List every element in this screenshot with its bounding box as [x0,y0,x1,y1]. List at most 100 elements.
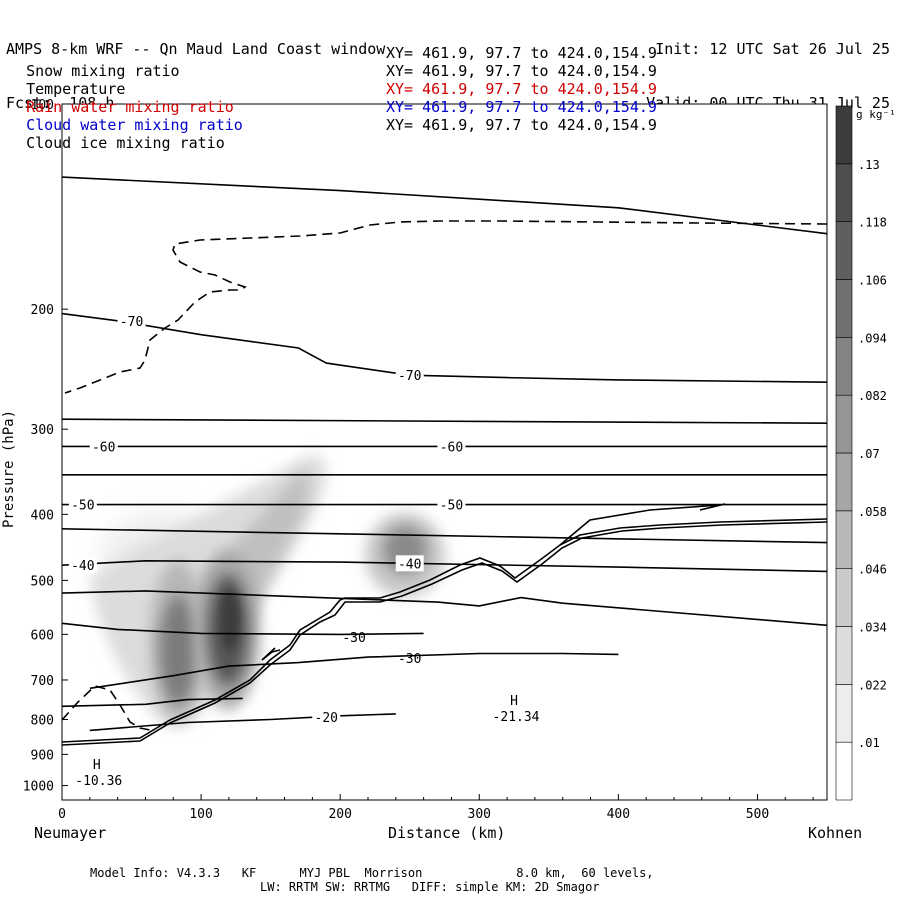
legend-field-name: Temperature [26,80,126,98]
legend-row-rain: Rain water mixing ratio XY= 461.9, 97.7 … [8,80,657,134]
legend-field-name: Snow mixing ratio [26,62,180,80]
contour-label-bg [395,367,424,384]
y-tick-label: 200 [31,303,54,318]
x-tick-label: 0 [58,807,66,822]
contour-label: -40 [398,557,421,572]
high-markers: H-10.36H-21.34 [75,694,539,789]
colorbar-tick-label: .01 [858,736,880,750]
y-axis-title: Pressure (hPa) [1,409,18,529]
terrain-line-1 [61,518,828,743]
header-left: AMPS 8-km WRF -- Qn Maud Land Coast wind… [6,4,385,130]
colorbar-bin [835,163,853,222]
x-tick-label: 200 [328,807,351,822]
colorbar-tick-label: .07 [858,447,880,461]
colorbar-tick-label: .118 [858,216,887,230]
legend-row-temperature: Temperature XY= 461.9, 97.7 to 424.0,154… [8,62,657,116]
y-tick-label: 700 [31,674,54,689]
colorbar-bin [835,510,853,569]
contour-label: -20 [315,711,338,726]
colorbar-bin [835,105,853,165]
contour-label: -30 [342,631,365,646]
colorbar-bin [835,452,853,512]
high-marker-letter: H [510,694,518,709]
legend-field-xy: XY= 461.9, 97.7 to 424.0,154.9 [386,80,657,98]
legend-field-xy: XY= 461.9, 97.7 to 424.0,154.9 [386,98,657,116]
legend-field-xy: XY= 461.9, 97.7 to 424.0,154.9 [386,62,657,80]
contour-label: -60 [440,440,463,455]
colorbar-bin [835,741,853,801]
temperature-contour [89,652,619,690]
snow-shading [90,455,445,728]
colorbar-tick-label: .082 [858,389,887,403]
temperature-contour [61,528,828,544]
colorbar-bin [835,626,853,685]
snow-core-right-peak [220,590,240,650]
colorbar: .01 .022 .034 .046 .058 .07 .082 .094 .106 .118 .1… [835,105,896,801]
colorbar-bin [835,279,853,338]
temperature-contour [61,559,828,573]
legend-field-name: Cloud ice mixing ratio [26,134,225,152]
contour-label-bg [117,312,146,329]
header-right: Init: 12 UTC Sat 26 Jul 25 Valid: 00 UTC… [646,4,890,130]
colorbar-bin [835,221,853,280]
contour-label: -70 [398,369,421,384]
contour-label: -70 [120,315,143,330]
legend-row-cloud-ice: Cloud ice mixing ratio XY= 461.9, 97.7 t… [8,116,657,170]
contour-label-bg [312,708,341,725]
contour-label: -40 [71,559,94,574]
contour-label-bg [437,496,466,513]
contour-label: -50 [440,499,463,514]
x-tick-label: 300 [468,807,491,822]
snow-core-left [160,595,196,705]
legend-row-snow: Snow mixing ratio XY= 461.9, 97.7 to 424… [8,44,657,98]
model-info-line2: LW: RRTM SW: RRTMG DIFF: simple KM: 2D S… [260,880,600,894]
contour-label: -50 [71,499,94,514]
axes: 100 200 300 400 500 600 700 800 900 1000 0 100 200 30… [23,98,814,822]
legend-row-cloud-water: Cloud water mixing ratio XY= 461.9, 97.7… [8,98,657,152]
temperature-contour [61,176,828,235]
temperature-contour [89,713,396,732]
colorbar-bin [835,337,853,396]
contour-label-bg [89,438,118,455]
high-marker-value: -21.34 [493,710,540,725]
colorbar-tick-label: .058 [858,505,887,519]
temperature-contour [61,590,828,627]
contour-label-bg [395,555,424,572]
legend-field-name: Rain water mixing ratio [26,98,234,116]
contour-label-bg [395,650,424,667]
colorbar-tick-label: .046 [858,563,887,577]
legend-field-xy: XY= 461.9, 97.7 to 424.0,154.9 [386,44,657,62]
colorbar-bin [835,394,853,454]
contour-label-bg [68,496,97,513]
contour-label: -60 [92,440,115,455]
model-info-line1: Model Info: V4.3.3 KF MYJ PBL Morrison 8… [90,866,654,880]
y-tick-label: 800 [31,714,54,729]
colorbar-bin [835,568,853,627]
x-left-label: Neumayer [34,824,107,842]
colorbar-unit: g kg⁻¹ [856,108,896,121]
x-right-label: Kohnen [808,824,863,842]
colorbar-tick-label: .13 [858,158,880,172]
terrain-ridge-1 [261,647,281,661]
cloud-ice-contour-upper [64,220,828,394]
app-title: AMPS 8-km WRF -- Qn Maud Land Coast wind… [6,40,386,58]
colorbar-tick-label: .034 [858,621,887,635]
temperature-contour [61,622,424,636]
temperature-contours: -70 -70 -60 -60 -50 -50 -40 -40 -30 -30 -20 [61,176,828,732]
x-tick-label: 100 [189,807,212,822]
high-marker-value: -10.36 [75,774,122,789]
y-tick-label: 100 [31,98,54,113]
contour-label-bg [68,557,97,574]
contour-label-bg [437,438,466,455]
y-tick-label: 400 [31,508,54,523]
x-axis-title: Distance (km) [388,824,506,842]
init-time: Init: 12 UTC Sat 26 Jul 25 [655,40,890,58]
cloud-ice-contour-lower [61,685,151,731]
contour-label-bg [340,628,369,645]
y-tick-label: 1000 [23,780,54,795]
y-tick-label: 300 [31,423,54,438]
temperature-contour [61,697,243,708]
x-tick-label: 400 [607,807,630,822]
cloud-ice-contours [61,220,828,731]
